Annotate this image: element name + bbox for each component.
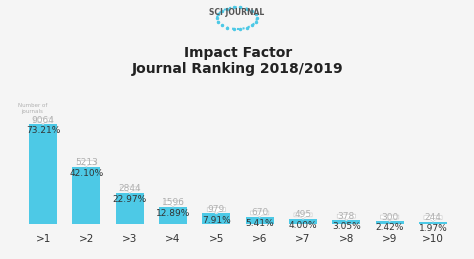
Text: 4.00%: 4.00%: [289, 221, 317, 230]
Polygon shape: [40, 122, 46, 124]
Text: 22.97%: 22.97%: [113, 195, 147, 204]
Polygon shape: [127, 191, 133, 193]
Text: 42.10%: 42.10%: [69, 169, 103, 178]
Polygon shape: [170, 205, 176, 207]
Polygon shape: [300, 217, 306, 219]
Text: SCI JOURNAL: SCI JOURNAL: [210, 8, 264, 17]
Text: Number of
journals: Number of journals: [18, 103, 47, 114]
FancyBboxPatch shape: [251, 211, 269, 215]
Text: 5213: 5213: [75, 158, 98, 167]
Text: 12.89%: 12.89%: [156, 209, 190, 218]
Polygon shape: [343, 218, 349, 220]
Text: 5.41%: 5.41%: [246, 219, 274, 228]
FancyBboxPatch shape: [207, 207, 226, 211]
Bar: [73, 167, 100, 224]
Text: 378: 378: [338, 212, 355, 221]
Polygon shape: [387, 219, 393, 221]
Polygon shape: [430, 220, 436, 222]
FancyBboxPatch shape: [294, 213, 312, 217]
Bar: [202, 213, 230, 224]
Bar: [375, 221, 404, 224]
Text: 495: 495: [294, 210, 311, 219]
Bar: [29, 124, 57, 224]
Text: 1.97%: 1.97%: [419, 224, 447, 233]
Text: 300: 300: [381, 213, 398, 221]
FancyBboxPatch shape: [34, 118, 52, 122]
Bar: [419, 222, 447, 224]
Polygon shape: [83, 165, 90, 167]
Bar: [159, 207, 187, 224]
Polygon shape: [257, 215, 263, 217]
FancyBboxPatch shape: [381, 215, 399, 219]
Text: 73.21%: 73.21%: [26, 126, 60, 135]
Text: 3.05%: 3.05%: [332, 222, 361, 231]
Text: 979: 979: [208, 205, 225, 214]
FancyBboxPatch shape: [337, 214, 356, 218]
FancyBboxPatch shape: [424, 216, 442, 220]
Bar: [332, 220, 360, 224]
Text: 7.91%: 7.91%: [202, 216, 231, 225]
Bar: [246, 217, 274, 224]
Text: 1596: 1596: [162, 198, 184, 207]
Text: 2844: 2844: [118, 184, 141, 193]
Bar: [289, 219, 317, 224]
Text: 244: 244: [425, 213, 441, 222]
FancyBboxPatch shape: [164, 201, 182, 205]
FancyBboxPatch shape: [77, 161, 95, 165]
Polygon shape: [213, 211, 219, 213]
Bar: [116, 193, 144, 224]
Text: 9064: 9064: [32, 116, 55, 125]
FancyBboxPatch shape: [120, 187, 139, 191]
Title: Impact Factor
Journal Ranking 2018/2019: Impact Factor Journal Ranking 2018/2019: [132, 46, 344, 76]
Text: 2.42%: 2.42%: [375, 223, 404, 232]
Text: 670: 670: [251, 208, 268, 218]
